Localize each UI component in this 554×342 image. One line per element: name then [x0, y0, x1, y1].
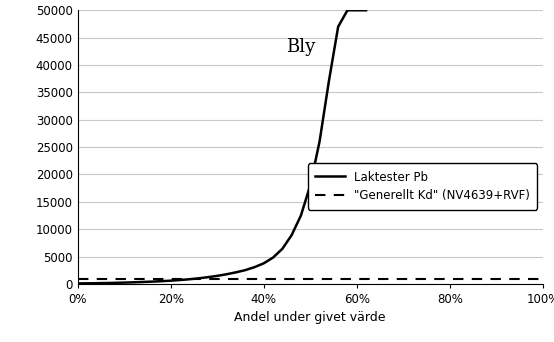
- Laktester Pb: [140, 280, 146, 284]
- Laktester Pb: [335, 25, 341, 29]
- Laktester Pb: [214, 274, 220, 278]
- Laktester Pb: [177, 278, 183, 282]
- Laktester Pb: [102, 281, 109, 285]
- Laktester Pb: [121, 280, 127, 285]
- Laktester Pb: [148, 279, 155, 284]
- X-axis label: Andel under givet värde: Andel under givet värde: [234, 312, 386, 325]
- Laktester Pb: [260, 261, 267, 265]
- Legend: Laktester Pb, "Generellt Kd" (NV4639+RVF): Laktester Pb, "Generellt Kd" (NV4639+RVF…: [308, 163, 537, 210]
- Laktester Pb: [130, 280, 137, 285]
- Laktester Pb: [297, 213, 304, 218]
- Laktester Pb: [316, 140, 323, 144]
- Laktester Pb: [111, 281, 118, 285]
- Laktester Pb: [93, 281, 100, 285]
- Laktester Pb: [251, 265, 258, 269]
- Laktester Pb: [288, 233, 295, 237]
- Laktester Pb: [167, 279, 174, 283]
- Line: Laktester Pb: Laktester Pb: [78, 10, 366, 284]
- Laktester Pb: [242, 268, 248, 272]
- Laktester Pb: [233, 270, 239, 274]
- Laktester Pb: [195, 276, 202, 280]
- Laktester Pb: [223, 272, 230, 276]
- Laktester Pb: [74, 281, 81, 286]
- Laktester Pb: [344, 8, 351, 12]
- Laktester Pb: [186, 277, 193, 281]
- Laktester Pb: [158, 279, 165, 283]
- Laktester Pb: [270, 255, 276, 260]
- Laktester Pb: [84, 281, 90, 285]
- Laktester Pb: [279, 247, 286, 251]
- Laktester Pb: [353, 8, 360, 12]
- Laktester Pb: [326, 79, 332, 83]
- Laktester Pb: [363, 8, 370, 12]
- Text: Bly: Bly: [286, 38, 316, 56]
- Laktester Pb: [307, 183, 314, 187]
- Laktester Pb: [204, 275, 211, 279]
